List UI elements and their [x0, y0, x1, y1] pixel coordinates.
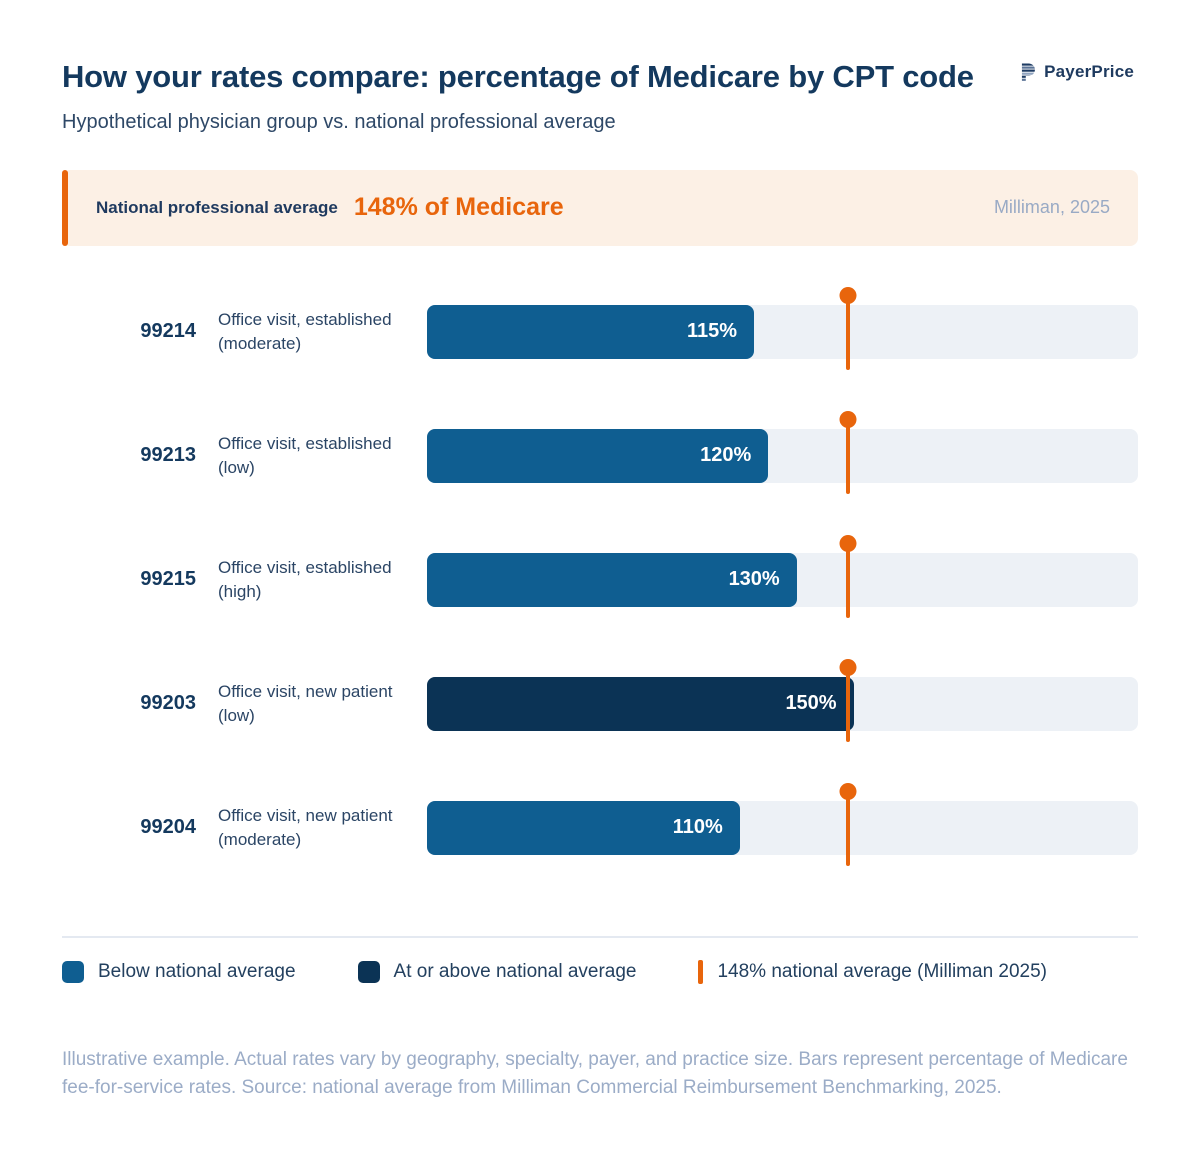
row-cpt-code: 99214: [140, 320, 196, 343]
row-label: Office visit, established (low): [218, 433, 392, 477]
divider: [62, 935, 1138, 938]
chart-row: 99204 Office visit, new patient (moderat…: [62, 766, 1138, 890]
footnote: Illustrative example. Actual rates vary …: [62, 1048, 1128, 1099]
bar-track: 115%: [427, 286, 1138, 370]
chart-row: 99214 Office visit, established (moderat…: [62, 270, 1138, 394]
legend-label: 148% national average (Milliman 2025): [717, 960, 1048, 982]
chart-rows: 99214 Office visit, established (moderat…: [62, 270, 1138, 890]
row-value: 115%: [686, 320, 738, 343]
row-bar: 120%: [427, 428, 769, 483]
reference-marker-line: [839, 410, 857, 494]
row-cpt-code: 99203: [140, 692, 196, 715]
reference-marker-dot: [839, 658, 857, 676]
chart-row: 99213 Office visit, established (low) 12…: [62, 394, 1138, 518]
page-title: How your rates compare: percentage of Me…: [62, 59, 974, 94]
row-cpt-code: 99204: [140, 816, 196, 839]
reference-marker-dot: [839, 782, 857, 800]
reference-marker-dot: [839, 286, 857, 304]
bar-track: 150%: [427, 658, 1138, 742]
callout-source: Milliman, 2025: [993, 197, 1110, 218]
bar-track: 130%: [427, 534, 1138, 618]
rate-comparison-card: PayerPrice How your rates compare: perce…: [62, 59, 1138, 1099]
chart-row: 99215 Office visit, established (high) 1…: [62, 518, 1138, 642]
reference-marker-line: [839, 286, 857, 370]
legend-item: At or above national average: [357, 960, 637, 983]
reference-marker-line: [839, 782, 857, 866]
page-subtitle: Hypothetical physician group vs. nationa…: [62, 110, 616, 133]
row-bar: 110%: [427, 800, 740, 855]
legend: Below national average At or above natio…: [62, 959, 1138, 984]
bar-track: 110%: [427, 782, 1138, 866]
row-bar: 150%: [427, 676, 854, 731]
row-cpt-code: 99213: [140, 444, 196, 467]
row-bar: 115%: [427, 304, 755, 359]
row-value: 110%: [672, 816, 723, 839]
row-value: 120%: [700, 444, 752, 467]
row-value: 130%: [728, 568, 780, 591]
callout-value: 148% of Medicare: [353, 193, 564, 222]
row-cpt-code: 99215: [140, 568, 196, 591]
row-value: 150%: [785, 692, 837, 715]
row-label: Office visit, established (high): [218, 557, 392, 601]
callout-label: National professional average: [96, 197, 338, 217]
payerprice-logo-icon: [1021, 62, 1036, 81]
chart-row: 99203 Office visit, new patient (low) 15…: [62, 642, 1138, 766]
legend-item: 148% national average (Milliman 2025): [698, 959, 1048, 984]
legend-swatch: [357, 960, 380, 983]
legend-label: At or above national average: [393, 960, 637, 982]
bar-track: 120%: [427, 410, 1138, 494]
brand-name: PayerPrice: [1044, 62, 1134, 81]
row-label: Office visit, new patient (moderate): [218, 805, 393, 849]
legend-swatch: [698, 959, 704, 984]
reference-marker-dot: [839, 534, 857, 552]
row-label: Office visit, new patient (low): [218, 681, 393, 725]
legend-item: Below national average: [62, 960, 296, 983]
reference-marker-line: [839, 534, 857, 618]
brand-logo: PayerPrice: [1018, 62, 1134, 82]
legend-label: Below national average: [98, 960, 296, 982]
reference-marker-dot: [839, 410, 857, 428]
callout-accent-bar: [62, 169, 68, 246]
row-label: Office visit, established (moderate): [218, 309, 392, 353]
row-bar: 130%: [427, 552, 797, 607]
reference-marker-line: [839, 658, 857, 742]
legend-swatch: [62, 960, 84, 983]
national-average-callout: National professional average 148% of Me…: [62, 169, 1138, 246]
